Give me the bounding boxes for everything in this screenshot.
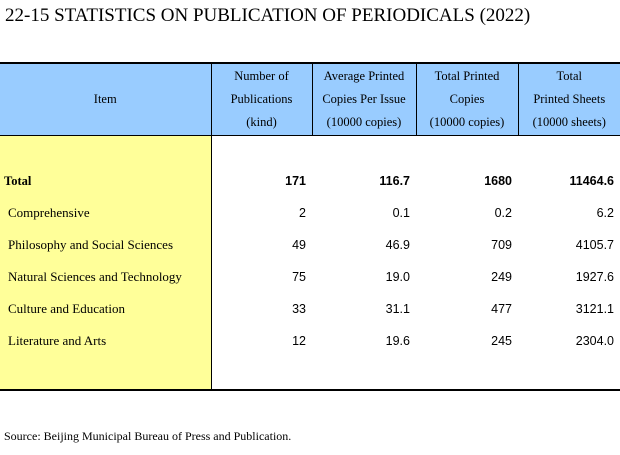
row-item: Natural Sciences and Technology [0, 261, 212, 293]
row-total-sheets: 4105.7 [575, 238, 614, 252]
row-total-copies: 0.2 [494, 206, 512, 220]
header-publications-unit: (kind) [246, 114, 277, 129]
header-avg-copies-line: Average Printed [323, 68, 405, 83]
row-total-copies: 477 [491, 302, 512, 316]
header-publications-line: Number of [234, 68, 289, 83]
row-total-copies: 709 [491, 238, 512, 252]
row-total-copies: 1680 [484, 174, 512, 188]
header-total-sheets: Total Printed Sheets (10000 sheets) [517, 63, 620, 136]
table-header-row: Item Number of Publications (kind) Avera… [0, 63, 620, 136]
item-cell-empty [0, 135, 212, 165]
row-publications: 75 [292, 270, 306, 284]
spacer-row [0, 135, 620, 165]
header-avg-copies-line: Copies Per Issue [322, 91, 406, 106]
row-avg-copies: 46.9 [385, 238, 410, 252]
row-publications: 12 [292, 334, 306, 348]
row-publications: 33 [292, 302, 306, 316]
header-publications: Number of Publications (kind) [210, 63, 312, 136]
row-total-sheets: 3121.1 [575, 302, 614, 316]
row-total-sheets: 6.2 [596, 206, 614, 220]
header-total-sheets-unit: (10000 sheets) [532, 114, 606, 129]
row-item: Culture and Education [0, 293, 212, 325]
header-avg-copies: Average Printed Copies Per Issue (10000 … [311, 63, 416, 136]
row-total-sheets: 1927.6 [575, 270, 614, 284]
page-title: 22-15 STATISTICS ON PUBLICATION OF PERIO… [5, 5, 531, 26]
row-avg-copies: 0.1 [392, 206, 410, 220]
table-row-total: Total 171 116.7 1680 11464.6 [0, 165, 620, 197]
header-item-label: Item [93, 91, 117, 106]
spacer-row [0, 357, 620, 390]
row-total-copies: 245 [491, 334, 512, 348]
header-total-copies-line: Copies [449, 91, 485, 106]
row-publications: 2 [299, 206, 306, 220]
row-avg-copies: 31.1 [385, 302, 410, 316]
row-item: Philosophy and Social Sciences [0, 229, 212, 261]
table-row: Literature and Arts 12 19.6 245 2304.0 [0, 325, 620, 357]
row-avg-copies: 116.7 [379, 174, 410, 188]
header-item: Item [0, 63, 211, 136]
table-row: Comprehensive 2 0.1 0.2 6.2 [0, 197, 620, 229]
row-avg-copies: 19.6 [385, 334, 410, 348]
row-item: Comprehensive [0, 197, 212, 229]
row-total-sheets: 2304.0 [575, 334, 614, 348]
header-total-sheets-line: Printed Sheets [533, 91, 606, 106]
periodicals-statistics-table: Item Number of Publications (kind) Avera… [0, 62, 620, 391]
row-avg-copies: 19.0 [385, 270, 410, 284]
row-item: Literature and Arts [0, 325, 212, 357]
header-total-sheets-line: Total [556, 68, 582, 83]
item-cell-empty [0, 357, 212, 390]
row-total-sheets: 11464.6 [569, 174, 615, 188]
table-row: Culture and Education 33 31.1 477 3121.1 [0, 293, 620, 325]
row-publications: 49 [292, 238, 306, 252]
table-row: Natural Sciences and Technology 75 19.0 … [0, 261, 620, 293]
table-row: Philosophy and Social Sciences 49 46.9 7… [0, 229, 620, 261]
header-avg-copies-unit: (10000 copies) [326, 114, 402, 129]
header-total-copies-unit: (10000 copies) [429, 114, 505, 129]
row-total-copies: 249 [491, 270, 512, 284]
source-note: Source: Beijing Municipal Bureau of Pres… [4, 429, 292, 443]
header-publications-line: Publications [230, 91, 293, 106]
header-total-copies: Total Printed Copies (10000 copies) [415, 63, 518, 136]
header-total-copies-line: Total Printed [434, 68, 500, 83]
row-publications: 171 [285, 174, 306, 188]
row-item: Total [0, 165, 212, 197]
